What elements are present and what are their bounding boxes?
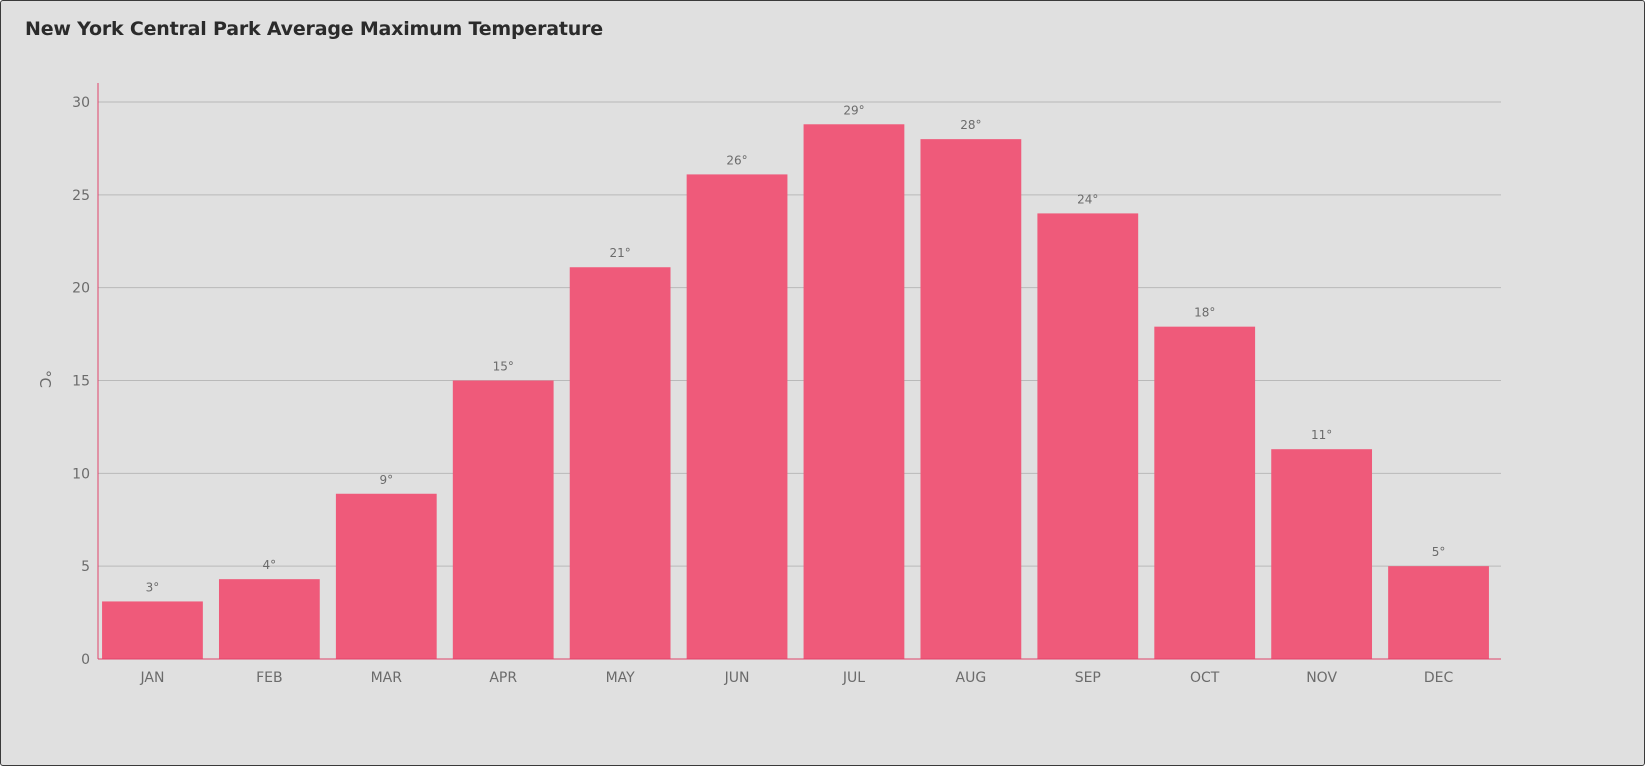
x-tick-label: JUN xyxy=(724,670,750,686)
y-tick-label: 15 xyxy=(72,374,90,390)
x-tick-label: SEP xyxy=(1075,670,1101,686)
data-label: 3° xyxy=(146,580,160,594)
bars xyxy=(102,124,1489,660)
data-label: 15° xyxy=(493,360,514,374)
chart-title: New York Central Park Average Maximum Te… xyxy=(25,18,603,40)
data-labels: 3° 4° 9° 15° 21° 26° 29° 28° 24° 18° 11° 5° xyxy=(146,103,1446,594)
y-tick-labels: 0 5 10 15 20 25 30 xyxy=(72,95,90,668)
x-tick-label: MAY xyxy=(606,670,636,686)
bar-dec xyxy=(1388,566,1489,659)
y-tick-label: 20 xyxy=(72,281,90,297)
y-tick-label: 0 xyxy=(81,652,90,668)
data-label: 5° xyxy=(1432,545,1446,559)
bar-oct xyxy=(1154,326,1256,659)
x-tick-label: MAR xyxy=(371,670,403,686)
axes xyxy=(97,83,1501,660)
data-label: 4° xyxy=(263,558,277,572)
data-label: 24° xyxy=(1077,192,1098,206)
data-label: 9° xyxy=(379,473,393,487)
data-label: 28° xyxy=(960,118,981,132)
bar-may xyxy=(569,267,671,659)
x-tick-labels: JAN FEB MAR APR MAY JUN JUL AUG SEP OCT NOV DEC xyxy=(139,670,1453,686)
x-tick-label: APR xyxy=(489,670,517,686)
bar-jun xyxy=(686,174,788,659)
x-tick-label: FEB xyxy=(256,670,283,686)
bar-aug xyxy=(920,139,1022,660)
y-tick-label: 5 xyxy=(81,559,90,575)
bar-apr xyxy=(452,380,554,659)
data-label: 29° xyxy=(843,103,864,117)
data-label: 18° xyxy=(1194,306,1215,320)
x-tick-label: JUL xyxy=(842,670,865,686)
x-tick-label: DEC xyxy=(1424,670,1454,686)
data-label: 11° xyxy=(1311,428,1332,442)
bar-sep xyxy=(1037,213,1139,659)
y-tick-label: 25 xyxy=(72,188,90,204)
data-label: 21° xyxy=(609,246,630,260)
bar-nov xyxy=(1271,449,1373,659)
y-tick-label: 30 xyxy=(72,95,90,111)
bar-jan xyxy=(102,601,203,659)
x-tick-label: JAN xyxy=(139,670,164,686)
y-axis-title: °C xyxy=(36,370,54,388)
bar-jul xyxy=(803,124,905,659)
bar-feb xyxy=(218,579,320,659)
data-label: 26° xyxy=(726,153,747,167)
x-tick-label: NOV xyxy=(1306,670,1337,686)
x-tick-label: AUG xyxy=(956,670,987,686)
x-tick-label: OCT xyxy=(1190,670,1220,686)
bar-mar xyxy=(335,493,437,659)
y-tick-label: 10 xyxy=(72,466,90,482)
gridlines xyxy=(98,101,1501,567)
